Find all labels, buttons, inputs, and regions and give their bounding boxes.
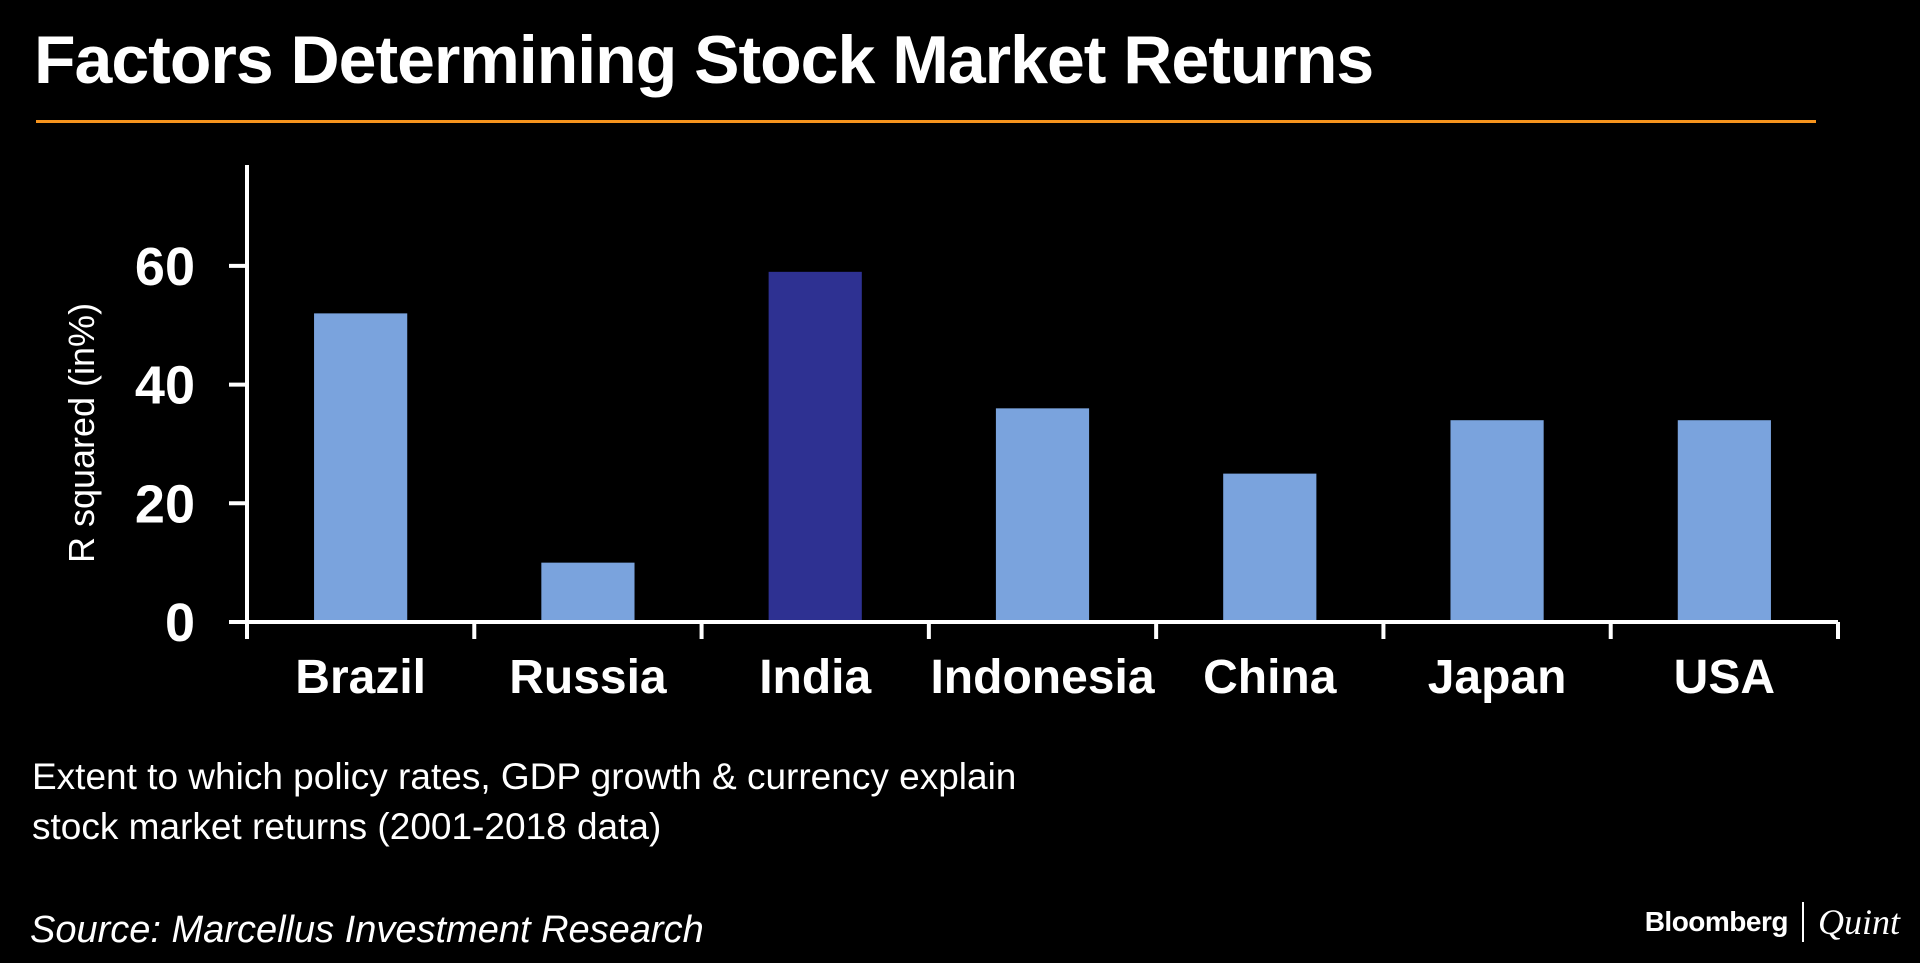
subtitle-line-2: stock market returns (2001-2018 data) [32, 806, 662, 847]
bar-china [1223, 473, 1317, 622]
quint-wordmark: Quint [1817, 902, 1900, 942]
x-tick-label-indonesia: Indonesia [930, 651, 1154, 704]
y-tick-label-0: 0 [165, 593, 195, 653]
y-tick-label-20: 20 [135, 474, 195, 534]
bar-usa [1677, 420, 1771, 622]
x-tick-label-china: China [1203, 651, 1337, 704]
source-note: Source: Marcellus Investment Research [30, 909, 704, 951]
brand-divider [1801, 902, 1804, 942]
bar-japan [1450, 420, 1544, 622]
bar-chart: 0 20 40 60 Brazil Russia India Indonesia China Ja… [61, 165, 1840, 704]
x-tick-label-india: India [759, 651, 871, 704]
bar-india [768, 271, 862, 622]
bar-russia [541, 562, 635, 622]
x-tick-label-brazil: Brazil [295, 651, 426, 704]
x-tick-label-usa: USA [1674, 651, 1775, 704]
y-tick-label-60: 60 [135, 237, 195, 297]
chart-subtitle: Extent to which policy rates, GDP growth… [32, 752, 1016, 852]
brand-logo: Bloomberg Quint [1645, 897, 1900, 947]
title-underline [36, 120, 1816, 123]
x-tick-label-japan: Japan [1428, 651, 1567, 704]
y-axis-title: R squared (in%) [61, 303, 102, 563]
y-tick-label-40: 40 [135, 356, 195, 416]
subtitle-line-1: Extent to which policy rates, GDP growth… [32, 756, 1017, 797]
bloomberg-wordmark: Bloomberg [1644, 906, 1789, 937]
bar-indonesia [995, 408, 1090, 622]
chart-title: Factors Determining Stock Market Returns [34, 22, 1374, 98]
bar-brazil [314, 313, 408, 622]
x-tick-label-russia: Russia [509, 651, 667, 704]
